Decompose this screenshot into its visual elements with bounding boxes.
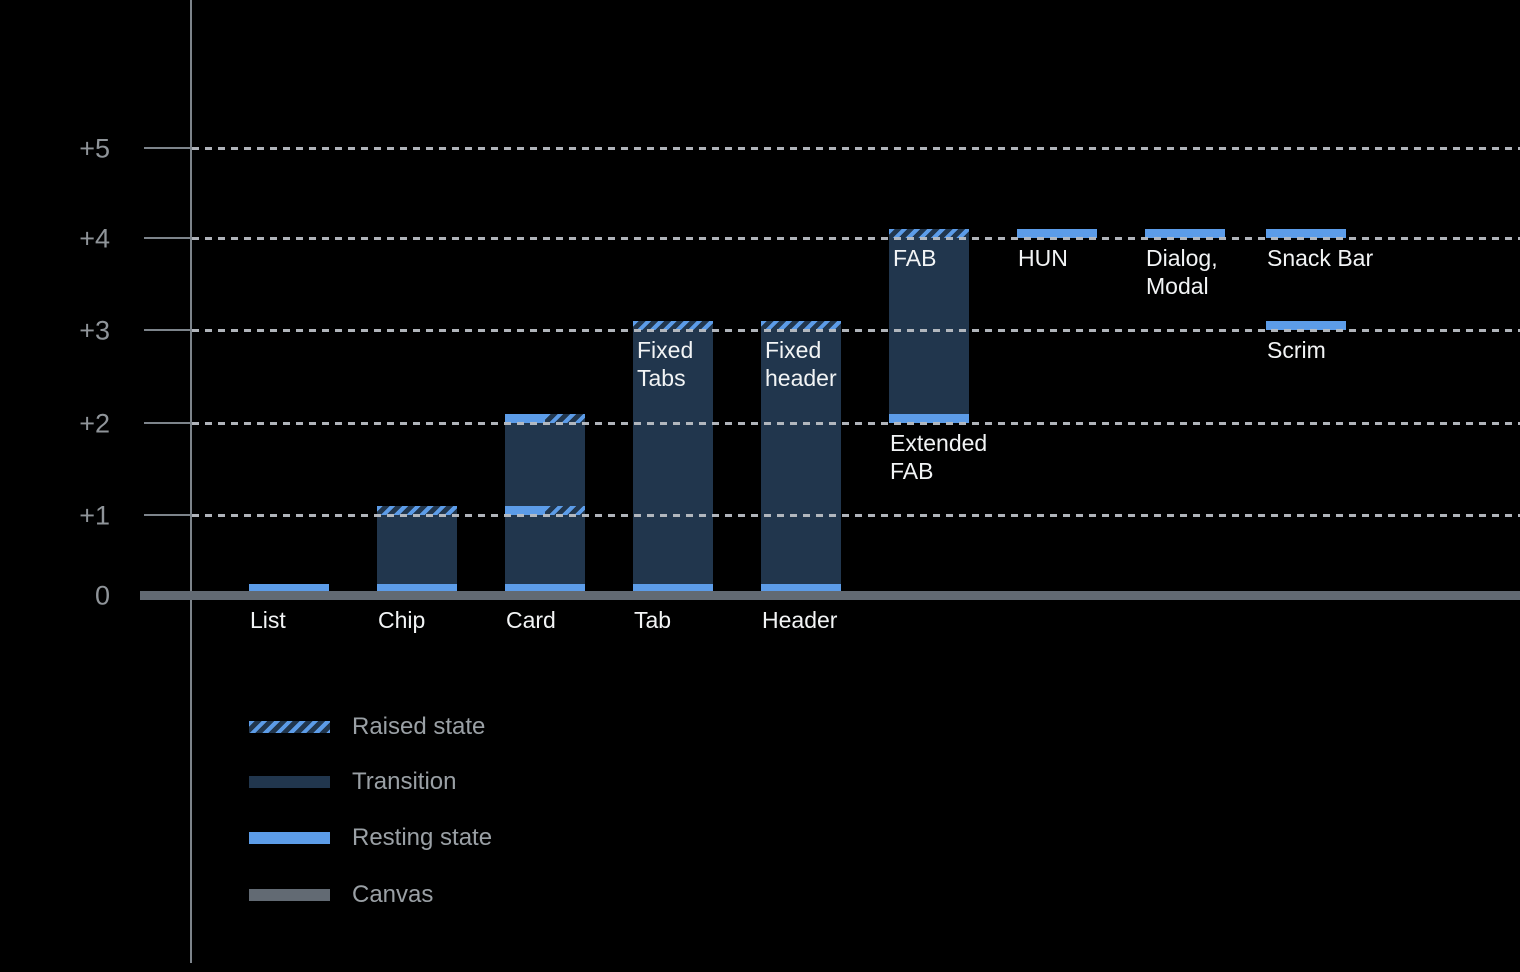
bar-6-resting-segment — [1017, 229, 1097, 238]
gridline-+3 — [192, 329, 1520, 332]
bar-7-resting-segment — [1145, 229, 1225, 238]
y-axis-label: +5 — [79, 133, 110, 164]
canvas-baseline — [140, 591, 1520, 600]
category-label: Chip — [378, 607, 426, 633]
legend-label: Transition — [352, 768, 457, 795]
y-axis-label: +3 — [79, 315, 110, 346]
legend-swatch-canvas — [249, 889, 330, 901]
bar-below-label: Dialog, — [1146, 245, 1218, 271]
y-axis-label: +4 — [79, 223, 110, 254]
gridline-+2 — [192, 422, 1520, 425]
bar-inner-label: Fixed — [765, 337, 822, 363]
legend-label: Raised state — [352, 713, 486, 740]
bar-below-label: HUN — [1018, 245, 1068, 271]
bar-1-resting-segment — [377, 584, 457, 592]
bar-3-resting-segment — [633, 584, 713, 592]
bar-4-resting-segment — [761, 584, 841, 592]
bar-inner-label: Fixed — [637, 337, 694, 363]
tick-+2 — [144, 422, 192, 424]
gridline-+5 — [192, 147, 1520, 150]
y-axis-line — [190, 0, 192, 963]
bar-8-resting-segment — [1266, 229, 1346, 238]
bar-1-transition-segment — [377, 505, 457, 592]
tick-+5 — [144, 147, 192, 149]
category-label: Tab — [634, 607, 672, 633]
gridline-+4 — [192, 237, 1520, 240]
bar-4-transition-segment — [761, 320, 841, 592]
y-axis-label: 0 — [94, 580, 110, 611]
legend-label: Resting state — [352, 824, 493, 851]
bar-below-label: Extended — [890, 430, 988, 456]
bar-2-raised-segment — [545, 413, 585, 423]
y-axis-label: +1 — [79, 500, 110, 531]
bar-2-resting-segment — [505, 413, 545, 423]
category-label: Header — [762, 607, 838, 633]
bar-inner-label: Tabs — [637, 365, 686, 391]
bar-9-resting-segment — [1266, 320, 1346, 330]
bar-inner-label: FAB — [893, 245, 937, 271]
bar-5-raised-segment — [889, 229, 969, 238]
legend-item-raised: Raised state — [249, 713, 485, 741]
bar-2-resting-segment — [505, 505, 545, 515]
bar-5-transition-segment — [889, 229, 969, 423]
legend-swatch-transition — [249, 776, 330, 788]
bar-below-label: Scrim — [1267, 337, 1326, 363]
tick-+4 — [144, 237, 192, 239]
legend-item-resting: Resting state — [249, 824, 492, 852]
bar-below-label: FAB — [890, 458, 934, 484]
category-label: List — [250, 607, 286, 633]
bar-4-raised-segment — [761, 320, 841, 330]
bar-2-resting-segment — [505, 584, 585, 592]
bar-2-transition-segment — [505, 413, 585, 592]
y-axis-label: +2 — [79, 408, 110, 439]
bar-3-transition-segment — [633, 320, 713, 592]
gridline-+1 — [192, 514, 1520, 517]
legend-item-canvas: Canvas — [249, 881, 433, 909]
category-label: Card — [506, 607, 556, 633]
legend-item-transition: Transition — [249, 768, 456, 796]
bar-inner-label: header — [765, 365, 837, 391]
bar-1-raised-segment — [377, 505, 457, 515]
legend-swatch-raised — [249, 721, 330, 733]
bar-2-raised-segment — [545, 505, 585, 515]
bar-below-label: Modal — [1146, 273, 1209, 299]
tick-+3 — [144, 329, 192, 331]
bar-5-resting-segment — [889, 413, 969, 423]
bar-0-resting-segment — [249, 584, 329, 592]
bar-below-label: Snack Bar — [1267, 245, 1374, 271]
legend-label: Canvas — [352, 881, 434, 908]
bar-3-raised-segment — [633, 320, 713, 330]
tick-+1 — [144, 514, 192, 516]
legend-swatch-resting — [249, 832, 330, 844]
